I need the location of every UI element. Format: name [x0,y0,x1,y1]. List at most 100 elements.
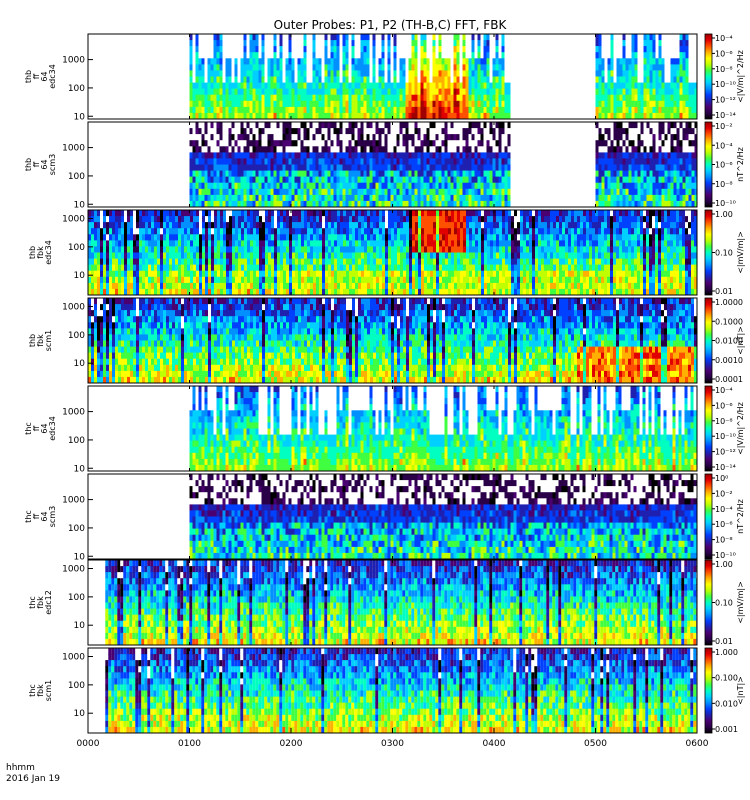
y-tick-label: 100 [68,524,85,534]
colorbar-tick-label: 10⁻⁸ [715,417,733,426]
colorbar [704,385,713,472]
colorbar-label: nT^2/Hz [736,147,745,182]
x-tick-label: 0300 [381,739,404,749]
colorbar-tick-label: 1.00 [715,560,733,569]
x-tick-label: 0200 [280,739,303,749]
spectrogram-image-6 [189,474,697,559]
panels-group: 10 100 1000 thbff64edc34 10⁻⁴ 10⁻⁶ 10⁻⁸ 10⁻¹⁰ 10… [24,33,745,734]
spectrogram-image-5 [189,386,697,471]
spectrogram-panel-1: 10 100 1000 thbff64edc34 10⁻⁴ 10⁻⁶ 10⁻⁸ 10⁻¹⁰ 10… [24,33,745,122]
spectrogram-panel-5: 10 100 1000 thcff64edc34 10⁻⁴ 10⁻⁶ 10⁻⁸ 10⁻¹⁰ 10… [24,385,745,474]
colorbar-label: <|V/m|^2/Hz [736,402,745,455]
spectrogram-image-4 [88,298,697,383]
colorbar-tick-label: 10⁻⁸ [715,180,733,189]
colorbar-tick-label: 10⁻⁶ [715,49,733,58]
panel-ylabel: thcff64scm3 [24,506,57,527]
colorbar-tick-label: 0.1000 [715,317,743,326]
colorbar-label: <|mV/m|> [736,231,745,274]
y-tick-label: 1000 [62,215,85,225]
x-axis: 0000 0100 0200 0300 0400 0500 0600 [77,34,709,749]
colorbar-tick-label: 10⁻¹⁴ [715,111,736,120]
spectrogram-panel-2: 10 100 1000 thbff64scm3 10⁻² 10⁻⁴ 10⁻⁶ 10⁻⁸ 10⁻¹… [24,121,745,210]
spectrogram-image-1 [189,34,697,119]
panel-ylabel: thcfbkedc12 [28,590,53,615]
colorbar-tick-label: 10⁻⁴ [715,386,733,395]
y-tick-label: 10 [74,552,86,562]
panel-ylabel: thbfbkscm1 [28,330,53,351]
x-axis-label-time-format: hhmm [6,763,35,773]
colorbar-tick-label: 10⁻¹⁰ [715,199,736,208]
colorbar-tick-label: 10⁻¹⁴ [715,463,736,472]
panel-ylabel: thcfbkscm1 [28,680,53,701]
y-tick-label: 1000 [62,653,85,663]
colorbar [704,473,713,560]
x-tick-label: 0400 [483,739,506,749]
y-tick-label: 1000 [62,303,85,313]
colorbar-tick-label: 0.0100 [715,337,743,346]
spectrogram-image-2 [189,122,697,207]
x-tick-label: 0100 [178,739,201,749]
spectrogram-image-7 [105,560,697,645]
y-tick-label: 10 [74,359,86,369]
colorbar [704,559,713,646]
colorbar-tick-label: 0.100 [715,674,738,683]
y-tick-label: 100 [68,593,85,603]
spectrogram-panel-7: 10 100 1000 thcfbkedc12 1.00 0.10 0.01 <|mV/m|> [28,559,745,646]
x-tick-label: 0000 [77,739,100,749]
spectrogram-panel-6: 10 100 1000 thcff64scm3 10⁰ 10⁻² 10⁻⁴ 10⁻⁶ 10⁻⁸ 1… [24,473,745,562]
colorbar-tick-label: 10⁻⁸ [715,65,733,74]
colorbar-tick-label: 1.00 [715,210,733,219]
y-tick-label: 10 [74,709,86,719]
y-tick-label: 100 [68,84,85,94]
colorbar-tick-label: 0.10 [715,249,733,258]
x-axis-label-date: 2016 Jan 19 [6,774,60,784]
colorbar-tick-label: 10⁻² [715,489,733,498]
colorbar-tick-label: 10⁻¹² [715,96,736,105]
colorbar-tick-label: 10⁻² [715,122,733,131]
x-tick-label: 0600 [686,739,709,749]
colorbar-tick-label: 10⁻¹² [715,448,736,457]
colorbar-tick-label: 0.10 [715,599,733,608]
colorbar-tick-label: 10⁻⁴ [715,34,733,43]
y-tick-label: 100 [68,436,85,446]
colorbar-tick-label: 10⁰ [715,474,728,483]
panel-ylabel: thbff64scm3 [24,154,57,175]
y-tick-label: 10 [74,464,86,474]
colorbar-label: nT^2/Hz [736,499,745,534]
colorbar [704,297,713,384]
colorbar [704,33,713,120]
panel-ylabel: thcff64edc34 [24,416,57,441]
y-tick-label: 100 [68,172,85,182]
colorbar-tick-label: 10⁻¹⁰ [715,551,736,560]
y-tick-label: 100 [68,681,85,691]
y-tick-label: 1000 [62,56,85,66]
spectrogram-panel-3: 10 100 1000 thbfbkedc34 1.00 0.10 0.01 <|mV/m|> [28,209,745,296]
colorbar-tick-label: 0.01 [715,637,733,646]
colorbar-tick-label: 10⁻⁸ [715,536,733,545]
x-tick-label: 0500 [584,739,607,749]
colorbar [704,121,713,208]
chart-title: Outer Probes: P1, P2 (TH-B,C) FFT, FBK [274,18,508,32]
y-tick-label: 10 [74,271,86,281]
colorbar-tick-label: 10⁻¹⁰ [715,432,736,441]
y-tick-label: 1000 [62,144,85,154]
colorbar-tick-label: 10⁻⁶ [715,161,733,170]
colorbar-label: <|nT|> [736,676,745,705]
colorbar-label: <|mV/m|> [736,581,745,624]
colorbar [704,209,713,296]
colorbar-tick-label: 10⁻¹⁰ [715,80,736,89]
spectrogram-image-8 [105,648,697,733]
y-tick-label: 100 [68,331,85,341]
colorbar [704,647,713,734]
colorbar-label: <|nT|> [736,326,745,355]
spectrogram-panel-4: 10 100 1000 thbfbkscm1 1.0000 0.1000 0.0100 0.0… [28,297,745,384]
y-tick-label: 10 [74,621,86,631]
y-tick-label: 100 [68,243,85,253]
colorbar-tick-label: 0.001 [715,725,738,734]
spectrogram-image-3 [88,210,697,295]
colorbar-tick-label: 10⁻⁴ [715,141,733,150]
y-tick-label: 10 [74,112,86,122]
panel-ylabel: thbff64edc34 [24,64,57,89]
colorbar-tick-label: 1.0000 [715,298,743,307]
y-tick-label: 1000 [62,408,85,418]
